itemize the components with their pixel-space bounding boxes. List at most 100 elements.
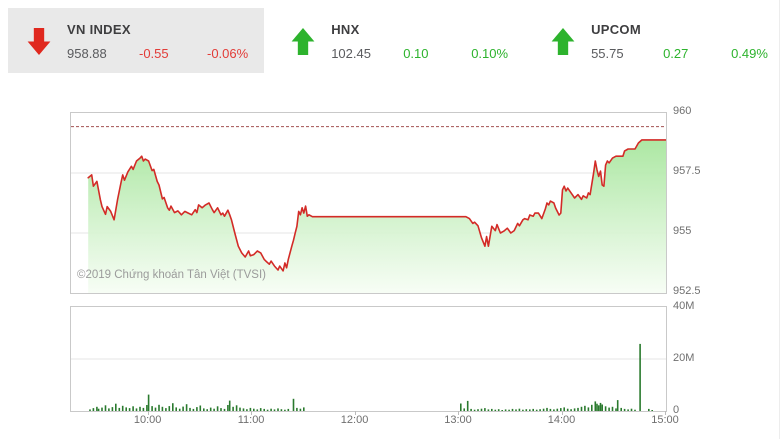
volume-bar xyxy=(553,409,555,411)
volume-bar xyxy=(491,408,493,411)
index-values-row: 958.88 -0.55 -0.06% xyxy=(67,46,248,61)
volume-bar xyxy=(97,408,100,411)
volume-bar xyxy=(303,407,305,411)
index-tile-upcom[interactable]: UPCOM 55.75 0.27 0.49% xyxy=(532,8,779,73)
volume-bar xyxy=(196,407,198,411)
volume-chart-svg xyxy=(71,343,666,411)
index-value: 102.45 xyxy=(331,45,371,61)
price-axis-label: 955 xyxy=(673,225,692,237)
volume-bar xyxy=(128,408,131,411)
index-change: 0.27 xyxy=(663,45,689,61)
x-axis-label: 14:00 xyxy=(547,414,576,426)
volume-bar xyxy=(539,409,541,411)
volume-bar xyxy=(158,404,160,411)
index-tile-hnx[interactable]: HNX 102.45 0.10 0.10% xyxy=(272,8,524,73)
volume-bar xyxy=(634,409,636,411)
volume-bar xyxy=(213,408,215,411)
volume-bar xyxy=(648,408,650,411)
volume-bar xyxy=(480,408,483,411)
volume-bar xyxy=(121,405,124,411)
volume-bar xyxy=(287,408,290,411)
volume-bar xyxy=(620,407,622,411)
volume-bar xyxy=(135,408,138,411)
x-axis-label: 13:00 xyxy=(444,414,472,426)
volume-bar xyxy=(460,403,462,411)
volume-bar xyxy=(89,409,91,411)
copyright-label: ©2019 Chứng khoán Tân Việt (TVSI) xyxy=(77,269,266,281)
volume-bar xyxy=(266,409,269,411)
volume-bar xyxy=(101,407,103,411)
volume-bar xyxy=(175,407,177,411)
volume-bar xyxy=(508,409,510,411)
index-value: 55.75 xyxy=(591,45,624,61)
volume-bar xyxy=(299,408,302,411)
up-arrow-icon xyxy=(550,27,576,56)
volume-bar xyxy=(146,405,148,411)
volume-bar xyxy=(573,408,576,411)
volume-bar xyxy=(484,408,486,411)
volume-bar xyxy=(168,406,171,411)
volume-bar xyxy=(511,408,514,411)
volume-bar xyxy=(623,408,626,411)
volume-bar xyxy=(108,408,110,411)
volume-bar xyxy=(630,408,633,411)
volume-bar xyxy=(518,408,521,411)
volume-bar xyxy=(232,406,234,411)
volume-bar xyxy=(477,409,479,411)
volume-bar xyxy=(118,407,121,411)
index-values-row: 102.45 0.10 0.10% xyxy=(331,46,508,61)
x-axis-label: 11:00 xyxy=(237,414,265,426)
volume-bar xyxy=(104,405,107,411)
volume-bar xyxy=(115,403,117,411)
volume-bar xyxy=(473,409,476,411)
volume-bar xyxy=(220,408,222,411)
x-axis-tick xyxy=(561,411,563,415)
volume-bar xyxy=(280,409,283,411)
volume-bar xyxy=(529,409,531,411)
x-axis-label: 15:00 xyxy=(651,414,679,426)
price-axis-label: 952.5 xyxy=(673,285,701,297)
volume-bar xyxy=(182,406,184,411)
volume-bar xyxy=(611,406,614,411)
volume-bar xyxy=(239,407,241,411)
x-axis-tick xyxy=(147,411,149,415)
volume-bar xyxy=(597,405,600,411)
volume-bar xyxy=(563,407,565,411)
volume-bar xyxy=(199,405,202,411)
volume-bar xyxy=(604,406,607,411)
volume-bar xyxy=(178,408,181,411)
volume-bar xyxy=(463,408,465,411)
volume-bar xyxy=(608,407,610,411)
index-tile-vn-index[interactable]: VN INDEX 958.88 -0.55 -0.06% xyxy=(8,8,265,73)
volume-bar xyxy=(504,409,507,411)
volume-bar xyxy=(596,403,598,411)
volume-bar xyxy=(599,402,602,411)
x-axis-tick xyxy=(251,411,253,415)
index-tiles: VN INDEX 958.88 -0.55 -0.06% HNX 102.45 xyxy=(8,8,770,73)
volume-bar xyxy=(259,408,262,411)
x-axis-label: 10:00 xyxy=(133,414,162,426)
volume-bar xyxy=(487,409,490,411)
x-axis-tick xyxy=(354,411,356,415)
price-area-fill xyxy=(88,139,666,293)
volume-bar xyxy=(515,409,517,411)
volume-bar xyxy=(587,407,590,411)
index-percent: 0.49% xyxy=(731,45,768,61)
volume-bar xyxy=(560,408,562,411)
volume-bar xyxy=(172,403,174,411)
volume-chart[interactable] xyxy=(70,306,667,412)
index-info: UPCOM 55.75 0.27 0.49% xyxy=(591,21,768,61)
volume-bar xyxy=(470,408,472,411)
volume-bar xyxy=(209,407,212,411)
volume-bar xyxy=(235,405,238,411)
index-name: VN INDEX xyxy=(67,21,131,37)
index-info: VN INDEX 958.88 -0.55 -0.06% xyxy=(67,21,248,61)
volume-bar xyxy=(535,409,538,411)
volume-bar xyxy=(223,408,226,411)
volume-bar xyxy=(494,409,497,411)
price-chart[interactable] xyxy=(70,112,667,294)
volume-bar xyxy=(139,406,141,411)
volume-bar xyxy=(189,407,191,411)
volume-bar xyxy=(651,410,653,411)
volume-bar xyxy=(227,405,229,411)
